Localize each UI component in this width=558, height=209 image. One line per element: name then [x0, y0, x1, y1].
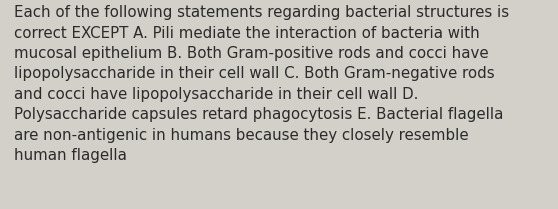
Text: Each of the following statements regarding bacterial structures is
correct EXCEP: Each of the following statements regardi… — [14, 5, 509, 163]
